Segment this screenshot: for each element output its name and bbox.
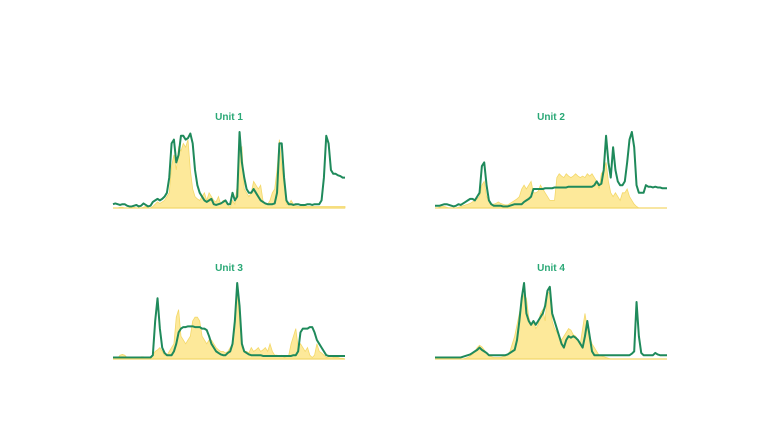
series-line <box>435 282 667 359</box>
chart-panel-unit-4: Unit 4 <box>435 263 667 363</box>
panel-title: Unit 2 <box>537 112 565 123</box>
panel-title: Unit 4 <box>537 263 565 274</box>
panel-title: Unit 3 <box>215 263 243 274</box>
series-area <box>435 162 667 209</box>
plot-area <box>113 282 346 360</box>
series-area <box>113 139 346 209</box>
series-area <box>113 290 346 360</box>
plot-area <box>435 282 667 360</box>
plot-area <box>112 131 346 209</box>
chart-panel-unit-1: Unit 1 <box>112 112 346 212</box>
series-line <box>113 282 345 359</box>
series-line <box>435 131 667 208</box>
plot-area <box>435 131 667 209</box>
chart-panel-unit-2: Unit 2 <box>435 112 667 212</box>
panel-title: Unit 1 <box>215 112 243 123</box>
series-line <box>112 131 345 208</box>
chart-panel-unit-3: Unit 3 <box>113 263 346 363</box>
